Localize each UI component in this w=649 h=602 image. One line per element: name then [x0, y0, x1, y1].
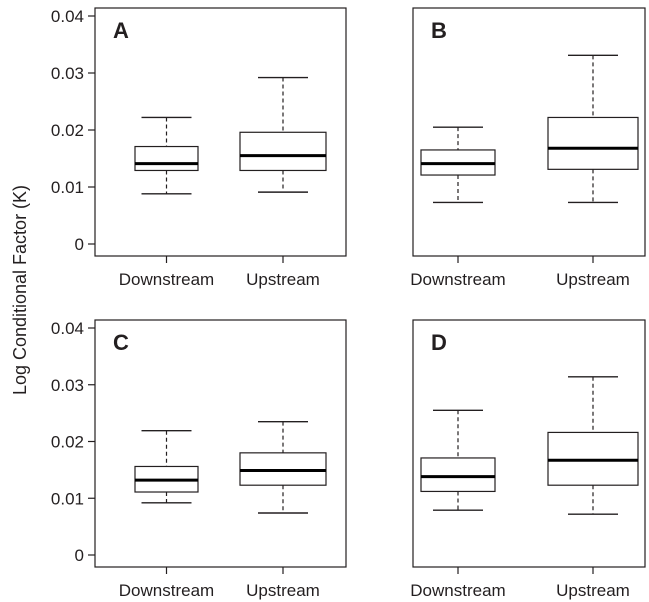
x-category-label: Upstream: [246, 581, 320, 600]
x-category-label: Upstream: [556, 581, 630, 600]
panel-b: B Downstream Upstream: [410, 7, 646, 289]
x-category-label: Upstream: [246, 270, 320, 289]
y-tick-label: 0: [75, 235, 84, 254]
y-tick-label: 0.01: [51, 489, 84, 508]
box-downstream: [134, 116, 199, 195]
panel-c: 0 0.01 0.02 0.03 0.04 C Downstream Upstream: [51, 319, 347, 600]
panel-frame: [412, 319, 646, 568]
iqr-box: [239, 131, 327, 172]
box-downstream: [420, 126, 496, 204]
y-tick-label: 0.04: [51, 319, 84, 338]
panel-d: D Downstream Upstream: [410, 319, 646, 600]
x-category-label: Downstream: [410, 581, 505, 600]
box-upstream: [547, 376, 639, 515]
iqr-box: [134, 145, 199, 172]
box-upstream: [239, 76, 327, 193]
x-category-label: Downstream: [410, 270, 505, 289]
x-category-label: Upstream: [556, 270, 630, 289]
y-tick-label: 0.01: [51, 178, 84, 197]
panel-label: C: [113, 330, 129, 355]
y-tick-label: 0.04: [51, 7, 84, 26]
y-axis-label: Log Conditional Factor (K): [10, 185, 30, 395]
panel-a: 0 0.01 0.02 0.03 0.04 A Downstream Upstream: [51, 7, 347, 289]
box-downstream: [420, 409, 496, 511]
y-tick-label: 0.03: [51, 64, 84, 83]
iqr-box: [420, 457, 496, 493]
panel-label: D: [431, 330, 447, 355]
y-tick-label: 0.03: [51, 376, 84, 395]
y-tick-label: 0.02: [51, 121, 84, 140]
iqr-box: [547, 116, 639, 170]
panel-frame: [94, 319, 347, 568]
box-upstream: [239, 420, 327, 514]
panel-frame: [94, 7, 347, 257]
panel-label: B: [431, 18, 447, 43]
box-upstream: [547, 54, 639, 204]
x-category-label: Downstream: [119, 581, 214, 600]
panel-frame: [412, 7, 646, 257]
x-category-label: Downstream: [119, 270, 214, 289]
y-tick-label: 0.02: [51, 433, 84, 452]
box-downstream: [134, 430, 199, 504]
y-tick-label: 0: [75, 546, 84, 565]
panel-label: A: [113, 18, 129, 43]
